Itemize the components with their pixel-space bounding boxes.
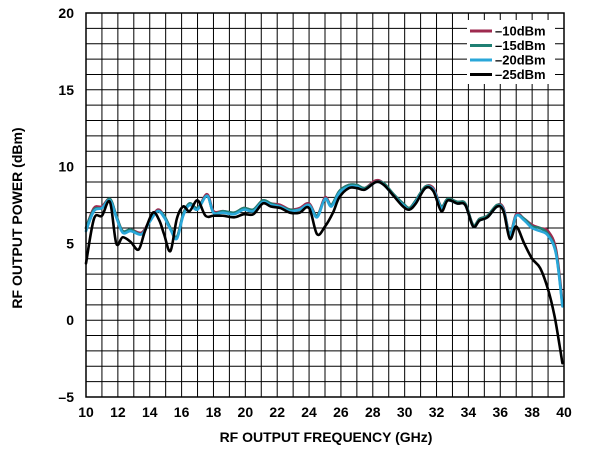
x-tick-label: 30 — [397, 404, 413, 420]
legend-label-minus10dbm: –10dBm — [495, 24, 546, 39]
x-tick-label: 24 — [301, 404, 317, 420]
y-tick-label: 0 — [66, 312, 74, 328]
y-tick-label: 20 — [58, 5, 74, 21]
x-tick-label: 28 — [365, 404, 381, 420]
y-tick-label: 5 — [66, 235, 74, 251]
x-tick-label: 38 — [524, 404, 540, 420]
plot-frame — [85, 12, 565, 398]
x-tick-label: 14 — [142, 404, 158, 420]
x-tick-label: 36 — [492, 404, 508, 420]
x-tick-label: 22 — [269, 404, 285, 420]
x-tick-label: 18 — [206, 404, 222, 420]
x-tick-label: 26 — [333, 404, 349, 420]
y-tick-label: –5 — [58, 389, 74, 405]
y-tick-label: 15 — [58, 82, 74, 98]
series-line-minus25dbm — [84, 180, 564, 365]
x-tick-label: 34 — [461, 404, 477, 420]
y-tick-labels: –5 0 5 10 15 20 — [58, 5, 74, 405]
x-tick-label: 16 — [174, 404, 190, 420]
x-tick-label: 12 — [110, 404, 126, 420]
legend-label-minus25dbm: –25dBm — [495, 67, 546, 82]
x-tick-label: 10 — [78, 404, 94, 420]
series-line-minus20dbm — [84, 180, 564, 308]
x-tick-label: 32 — [429, 404, 445, 420]
grid — [86, 13, 564, 397]
x-tick-labels: 10 12 14 16 18 20 22 24 26 28 30 32 34 36 38 40 — [78, 404, 572, 420]
x-tick-label: 20 — [238, 404, 254, 420]
legend: –10dBm–15dBm–20dBm–25dBm — [467, 20, 555, 84]
legend-label-minus15dbm: –15dBm — [495, 38, 546, 53]
y-axis-title: RF OUTPUT POWER (dBm) — [9, 127, 25, 308]
x-axis-title: RF OUTPUT FREQUENCY (GHz) — [220, 429, 433, 445]
legend-label-minus20dbm: –20dBm — [495, 53, 546, 68]
x-tick-label: 40 — [556, 404, 572, 420]
series-lines — [84, 178, 564, 365]
y-tick-label: 10 — [58, 159, 74, 175]
